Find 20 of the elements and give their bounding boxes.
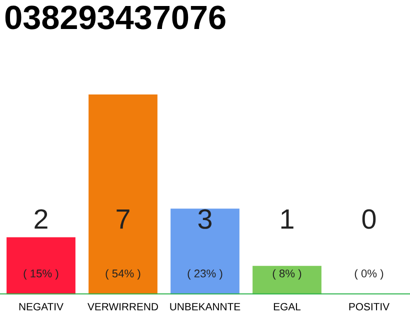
- bar: [170, 208, 240, 294]
- x-tick-label: VERWIRREND: [88, 303, 158, 310]
- annotation: ( 54% ): [106, 269, 140, 280]
- bar: [6, 237, 76, 294]
- chart-title: 038293437076: [5, 6, 226, 30]
- data-label: 1: [281, 210, 294, 229]
- annotation: ( 8% ): [272, 269, 302, 280]
- data-label: 2: [34, 209, 48, 229]
- data-label: 7: [116, 210, 130, 229]
- annotation: ( 0% ): [354, 269, 384, 280]
- data-label: 0: [362, 209, 376, 229]
- bar: [88, 94, 158, 294]
- annotation: ( 15% ): [24, 269, 58, 280]
- x-tick-label: POSITIV: [349, 303, 390, 310]
- bar: [252, 266, 322, 294]
- x-tick-label: NEGATIV: [19, 303, 64, 310]
- data-label: 3: [198, 209, 212, 229]
- x-tick-label: UNBEKANNTE: [170, 303, 240, 310]
- x-tick-label: EGAL: [274, 303, 301, 310]
- annotation: ( 23% ): [188, 269, 222, 280]
